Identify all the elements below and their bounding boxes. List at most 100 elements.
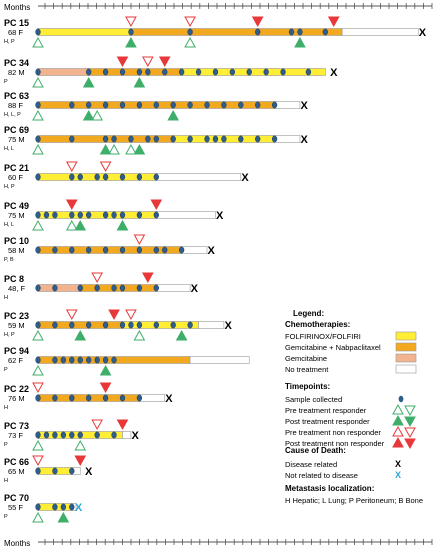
sample-point <box>221 101 227 109</box>
legend-chemo-label: No treatment <box>285 365 329 374</box>
sample-point <box>119 68 126 76</box>
sample-point <box>52 467 58 475</box>
patient-id: PC 15 <box>4 18 29 28</box>
sample-point <box>69 246 75 254</box>
legend-pre-nonresp-down <box>404 427 416 439</box>
sample-point <box>212 68 219 76</box>
sample-point <box>111 284 117 292</box>
post-responder-marker <box>82 109 95 121</box>
patient-id: PC 73 <box>4 421 29 431</box>
sample-point <box>136 101 143 109</box>
patient-id: PC 63 <box>4 91 29 101</box>
legend-chemo-swatch <box>395 353 417 363</box>
death-marker: X <box>165 393 173 405</box>
sample-point <box>69 101 75 109</box>
sample-point <box>94 356 100 364</box>
legend-timepoint-label: Post treatment non responder <box>285 439 385 448</box>
sample-point <box>86 101 92 109</box>
sample-point <box>60 356 66 364</box>
sample-point <box>238 135 244 143</box>
sample-point <box>145 135 151 143</box>
sample-point <box>136 211 143 219</box>
sample-point <box>35 431 41 439</box>
sample-point <box>221 135 227 143</box>
legend-timepoint-label: Pre treatment responder <box>285 406 367 415</box>
pre-nonresponder-marker <box>142 56 154 68</box>
sample-point <box>111 431 117 439</box>
legend-chemo-swatch <box>395 364 417 374</box>
post-responder-marker <box>99 364 112 376</box>
sample-point <box>119 321 126 329</box>
top-axis-label: Months <box>4 3 30 12</box>
sample-point <box>69 394 75 402</box>
death-marker: X <box>241 172 249 184</box>
post-nonresponder-marker <box>65 199 78 211</box>
legend-pre-resp-down <box>404 405 416 417</box>
sample-point <box>35 211 41 219</box>
legend-post-resp-down <box>404 416 416 428</box>
sample-point <box>229 68 236 76</box>
sample-point <box>35 101 41 109</box>
pre-responder-marker <box>32 329 44 341</box>
sample-point <box>195 68 202 76</box>
patient-id: PC 21 <box>4 163 29 173</box>
patient-demographics: 75 M <box>8 211 25 220</box>
patient-id: PC 34 <box>4 58 29 68</box>
sample-point <box>86 246 92 254</box>
legend-death-items: Disease related X Not related to disease X <box>285 459 401 480</box>
treatment-segment <box>130 28 343 36</box>
sample-point <box>35 68 41 76</box>
sample-point <box>77 356 83 364</box>
sample-point <box>271 101 278 109</box>
treatment-segment <box>122 321 199 329</box>
patient-metastasis: H, L <box>4 146 14 152</box>
legend-mets-heading: Metastasis localization: <box>285 484 374 493</box>
sample-point <box>35 467 41 475</box>
sample-point <box>35 284 41 292</box>
sample-point <box>136 284 143 292</box>
legend-timepoint-label: Post treatment responder <box>285 417 370 426</box>
post-nonresponder-marker <box>116 419 129 431</box>
post-nonresponder-marker <box>116 56 129 68</box>
death-marker: X <box>85 466 93 478</box>
legend-death-symbol: X <box>395 459 401 469</box>
sample-point <box>35 173 41 181</box>
patient-metastasis: P <box>4 367 8 373</box>
pre-nonresponder-marker <box>65 161 78 173</box>
sample-point <box>60 431 66 439</box>
pre-responder-marker <box>32 143 44 155</box>
legend-death-heading: Cause of Death: <box>285 446 346 455</box>
sample-point <box>288 28 295 36</box>
sample-point <box>204 101 210 109</box>
patient-metastasis: H <box>4 478 8 484</box>
post-responder-marker <box>74 219 87 231</box>
sample-point <box>94 173 100 181</box>
top-months-axis: Months <box>4 3 433 12</box>
sample-point <box>86 356 92 364</box>
sample-point <box>162 68 168 76</box>
patient-demographics: 68 F <box>8 28 23 37</box>
patient-id: PC 94 <box>4 346 29 356</box>
pre-responder-marker <box>74 439 87 451</box>
patient-metastasis: P <box>4 442 8 448</box>
sample-point <box>102 321 109 329</box>
patient-demographics: 60 F <box>8 173 23 182</box>
treatment-segment <box>156 211 216 219</box>
pre-responder-marker <box>32 511 44 523</box>
sample-point <box>170 321 176 329</box>
legend-mets-text: H Hepatic; L Lung; P Peritoneum; B Bone <box>285 496 423 505</box>
sample-point <box>170 101 176 109</box>
pre-responder-marker <box>91 109 103 121</box>
legend-post-resp-up <box>392 414 404 426</box>
patient-row: PC 848, FH X <box>4 272 199 301</box>
patient-demographics: 65 M <box>8 467 25 476</box>
sample-point <box>153 135 159 143</box>
sample-point <box>52 394 58 402</box>
patient-id: PC 66 <box>4 457 29 467</box>
sample-point <box>255 101 261 109</box>
death-marker: X <box>75 502 83 514</box>
